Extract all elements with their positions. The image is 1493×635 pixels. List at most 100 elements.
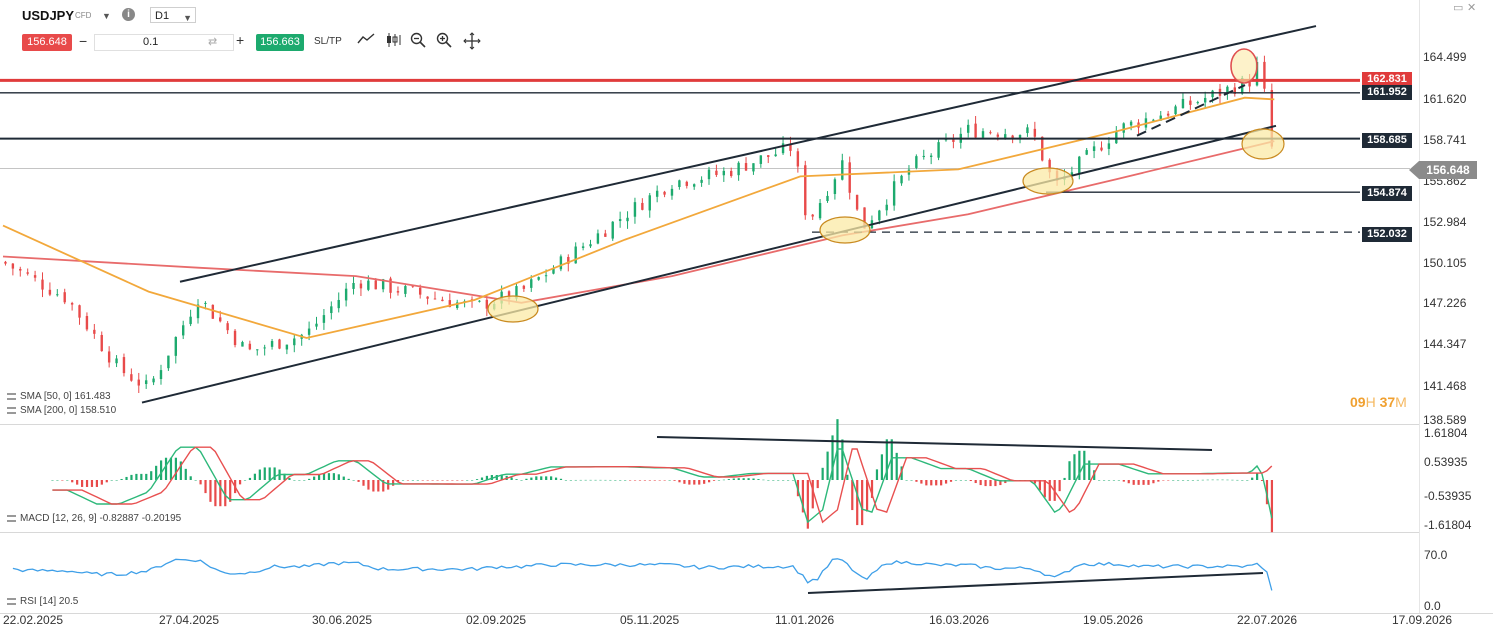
macd-histogram-bar	[742, 478, 745, 480]
macd-histogram-bar	[643, 480, 647, 481]
macd-histogram-bar	[653, 480, 656, 481]
macd-histogram-bar	[352, 480, 355, 481]
candle-body	[589, 244, 592, 247]
macd-histogram-bar	[1117, 480, 1120, 481]
macd-histogram-bar	[214, 480, 217, 507]
candle-body	[219, 317, 222, 322]
candle-body	[307, 328, 311, 335]
date-axis-tick: 22.07.2026	[1237, 613, 1298, 627]
volume-input[interactable]: 0.1	[94, 34, 234, 51]
candle-body	[1152, 119, 1155, 121]
price-level-label[interactable]: 161.952	[1362, 85, 1412, 100]
macd-histogram-bar	[490, 475, 493, 480]
candle-body	[1211, 90, 1214, 98]
macd-histogram-bar	[806, 480, 809, 529]
macd-histogram-bar	[1206, 479, 1209, 481]
price-axis-tick: 152.984	[1423, 215, 1467, 229]
macd-divergence-trendline	[656, 436, 1213, 451]
rsi-line	[12, 558, 1273, 591]
sell-button[interactable]: 156.648	[22, 34, 72, 51]
candle-body	[248, 343, 252, 350]
macd-histogram-bar	[846, 474, 849, 480]
macd-histogram-bar	[194, 480, 197, 481]
sma50-legend[interactable]: SMA [50, 0] 161.483	[7, 391, 111, 402]
price-axis-tick: 147.226	[1423, 296, 1467, 310]
line-chart-icon[interactable]	[357, 32, 375, 49]
volume-increase-button[interactable]: +	[236, 32, 245, 48]
candlestick-icon[interactable]	[385, 32, 403, 51]
candle-body	[144, 380, 148, 385]
date-axis-tick: 30.06.2025	[312, 613, 373, 627]
macd-axis-tick: -1.61804	[1424, 518, 1472, 532]
restore-icon[interactable]: ▭	[1453, 2, 1464, 14]
macd-histogram-bar	[673, 480, 676, 481]
macd-histogram-bar	[115, 480, 118, 481]
macd-histogram-bar	[347, 478, 350, 480]
macd-histogram-bar	[184, 468, 187, 480]
close-icon[interactable]: ✕	[1467, 2, 1477, 14]
price-level-label[interactable]: 154.874	[1362, 186, 1412, 201]
macd-histogram-bar	[722, 479, 726, 481]
sl-tp-button[interactable]: SL/TP	[314, 36, 342, 47]
macd-histogram-bar	[1043, 480, 1046, 498]
macd-histogram-bar	[357, 480, 360, 482]
macd-histogram-bar	[554, 477, 558, 480]
candle-body	[774, 154, 777, 157]
price-level-label[interactable]: 158.685	[1362, 133, 1412, 148]
candle-body	[1255, 61, 1259, 86]
price-level-label[interactable]: 162.831	[1362, 72, 1412, 87]
candle-body	[996, 134, 1000, 137]
macd-histogram-bar	[120, 478, 123, 480]
macd-histogram-bar	[273, 467, 276, 480]
price-level-label[interactable]: 152.032	[1362, 227, 1412, 242]
candle-body	[692, 184, 696, 187]
candle-body	[848, 162, 851, 193]
macd-histogram-bar	[979, 480, 982, 486]
macd-histogram-bar	[801, 480, 805, 513]
zoom-out-icon[interactable]	[410, 32, 426, 51]
volume-decrease-button[interactable]: −	[79, 33, 88, 49]
macd-histogram-bar	[243, 480, 247, 481]
candle-body	[522, 285, 526, 289]
macd-legend[interactable]: MACD [12, 26, 9] -0.82887 -0.20195	[7, 513, 181, 524]
rsi-legend[interactable]: RSI [14] 20.5	[7, 596, 78, 607]
macd-histogram-bar	[174, 457, 177, 480]
macd-histogram-bar	[861, 480, 864, 526]
macd-histogram-bar	[253, 473, 256, 480]
candle-body	[418, 287, 422, 295]
crosshair-icon[interactable]	[463, 32, 481, 53]
current-price-pointer	[1409, 161, 1419, 179]
macd-histogram-bar	[954, 480, 958, 481]
symbol-dropdown-icon[interactable]: ▼	[102, 11, 111, 21]
macd-histogram-bar	[436, 480, 439, 481]
timeframe-select[interactable]: D1 ▼	[150, 7, 196, 23]
macd-histogram-bar	[342, 476, 345, 480]
price-axis-tick: 158.741	[1423, 133, 1467, 147]
macd-histogram-bar	[1132, 480, 1135, 485]
macd-histogram-bar	[520, 480, 523, 481]
macd-histogram-bar	[169, 457, 173, 480]
macd-histogram-bar	[125, 476, 128, 480]
macd-histogram-bar	[550, 476, 553, 480]
candle-body	[56, 294, 59, 296]
swap-icon[interactable]: ⇄	[208, 36, 218, 48]
candle-body	[767, 155, 770, 157]
info-icon[interactable]: i	[122, 8, 135, 21]
candle-body	[685, 181, 688, 186]
symbol-name[interactable]: USDJPY	[22, 8, 75, 23]
macd-histogram-bar	[925, 480, 928, 486]
zoom-in-icon[interactable]	[436, 32, 452, 51]
macd-histogram-bar	[698, 480, 701, 485]
candle-body	[1226, 86, 1229, 95]
macd-histogram-bar	[1068, 461, 1071, 480]
sma200-legend[interactable]: SMA [200, 0] 158.510	[7, 405, 116, 416]
highlight-ellipse	[1241, 128, 1285, 160]
candle-body	[1004, 134, 1007, 139]
candle-body	[330, 306, 333, 314]
macd-histogram-bar	[56, 480, 59, 481]
macd-histogram-bar	[1033, 480, 1037, 484]
candle-body	[285, 344, 289, 350]
buy-button[interactable]: 156.663	[256, 34, 304, 51]
candle-body	[537, 277, 540, 280]
